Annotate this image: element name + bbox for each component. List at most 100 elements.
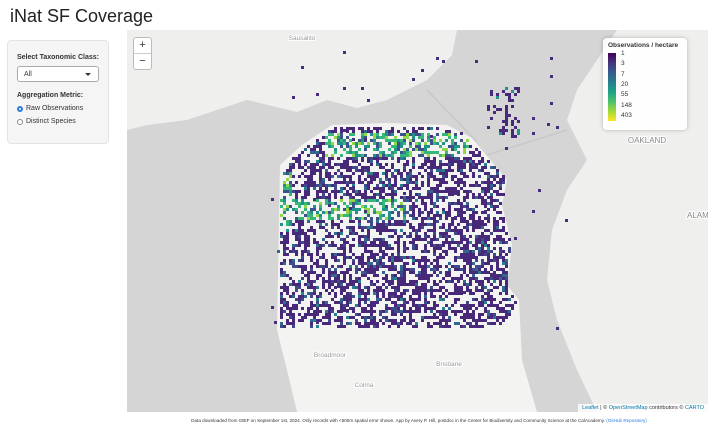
heat-cell: [451, 223, 454, 226]
heat-cell: [352, 184, 355, 187]
heat-cell: [295, 289, 298, 292]
github-link[interactable]: (GitHub Repository): [606, 418, 647, 423]
heat-cell: [304, 232, 307, 235]
heat-cell: [511, 123, 514, 126]
heat-cell: [319, 217, 322, 220]
heat-cell: [325, 280, 328, 283]
heat-cell: [454, 322, 457, 325]
heat-cell: [316, 247, 319, 250]
heat-cell: [436, 247, 439, 250]
heat-cell: [481, 232, 484, 235]
metric-label: Aggregation Metric:: [17, 92, 84, 99]
heat-cell: [283, 283, 286, 286]
heat-cell: [349, 175, 352, 178]
heat-cell: [436, 265, 439, 268]
heat-cell: [466, 145, 469, 148]
heat-cell: [430, 289, 433, 292]
heat-cell: [310, 175, 313, 178]
heat-cell: [376, 175, 379, 178]
map[interactable]: Sausalito OAKLAND ALAM Broadmoor Brisbane Col…: [127, 30, 708, 412]
radio-selected[interactable]: [17, 105, 23, 112]
taxon-select[interactable]: All: [17, 66, 99, 82]
heat-cell: [352, 286, 355, 289]
heat-cell: [412, 244, 415, 247]
zoom-out[interactable]: −: [139, 55, 146, 67]
heat-cell: [412, 175, 415, 178]
heat-cell: [463, 250, 466, 253]
heat-cell: [310, 208, 313, 211]
heat-cell: [346, 268, 349, 271]
heat-cell: [514, 237, 517, 240]
heat-cell: [286, 184, 289, 187]
heat-cell: [328, 307, 331, 310]
heat-cell: [427, 190, 430, 193]
heat-cell: [433, 205, 436, 208]
heat-cell: [403, 217, 406, 220]
heat-cell: [358, 244, 361, 247]
heat-cell: [301, 271, 304, 274]
heat-cell: [469, 151, 472, 154]
leaflet-link[interactable]: Leaflet: [582, 405, 599, 411]
heat-cell: [316, 265, 319, 268]
heat-cell: [406, 184, 409, 187]
heat-cell: [490, 90, 493, 93]
heat-cell: [280, 325, 283, 328]
heat-cell: [418, 142, 421, 145]
heat-cell: [346, 298, 349, 301]
heat-cell: [280, 295, 283, 298]
heat-cell: [478, 268, 481, 271]
heat-cell: [430, 193, 433, 196]
heat-cell: [448, 202, 451, 205]
heat-cell: [508, 238, 511, 241]
osm-link[interactable]: OpenStreetMap: [608, 405, 648, 411]
heat-cell: [481, 262, 484, 265]
heat-cell: [328, 202, 331, 205]
heat-cell: [364, 316, 367, 319]
heat-cell: [355, 280, 358, 283]
heat-cell: [433, 307, 436, 310]
heat-cell: [370, 160, 373, 163]
heat-cell: [358, 220, 361, 223]
heat-cell: [466, 283, 469, 286]
heat-cell: [337, 316, 340, 319]
heat-cell: [376, 229, 379, 232]
heat-cell: [307, 283, 310, 286]
heat-cell: [295, 304, 298, 307]
heat-cell: [313, 280, 316, 283]
heat-cell: [499, 307, 502, 310]
heat-cell: [391, 295, 394, 298]
heat-cell: [499, 268, 502, 271]
metric-option[interactable]: Raw Observations: [17, 105, 83, 112]
heat-cell: [487, 253, 490, 256]
heat-cell: [292, 325, 295, 328]
heat-cell: [457, 223, 460, 226]
heat-cell: [490, 175, 493, 178]
heat-cell: [358, 277, 361, 280]
heat-cell: [289, 259, 292, 262]
heat-cell: [316, 321, 319, 324]
heat-cell: [511, 135, 514, 138]
heat-cell: [460, 229, 463, 232]
heat-cell: [502, 175, 505, 178]
zoom-in[interactable]: +: [134, 38, 151, 54]
heat-cell: [307, 211, 310, 214]
heat-cell: [442, 199, 445, 202]
heat-cell: [451, 292, 454, 295]
radio[interactable]: [17, 118, 23, 125]
heat-cell: [421, 151, 424, 154]
heat-cell: [415, 322, 418, 325]
heat-cell: [436, 283, 439, 286]
heat-cell: [376, 220, 379, 223]
metric-option[interactable]: Distinct Species: [17, 118, 76, 125]
heat-cell: [394, 193, 397, 196]
heat-cell: [511, 129, 514, 132]
heat-cell: [295, 235, 298, 238]
heat-cell: [412, 241, 415, 244]
heat-cell: [376, 145, 379, 148]
heat-cell: [442, 310, 445, 313]
heat-cell: [427, 214, 430, 217]
carto-link[interactable]: CARTO: [684, 405, 704, 411]
heat-cell: [475, 277, 478, 280]
heat-cell: [286, 322, 289, 325]
heat-cell: [391, 211, 394, 214]
